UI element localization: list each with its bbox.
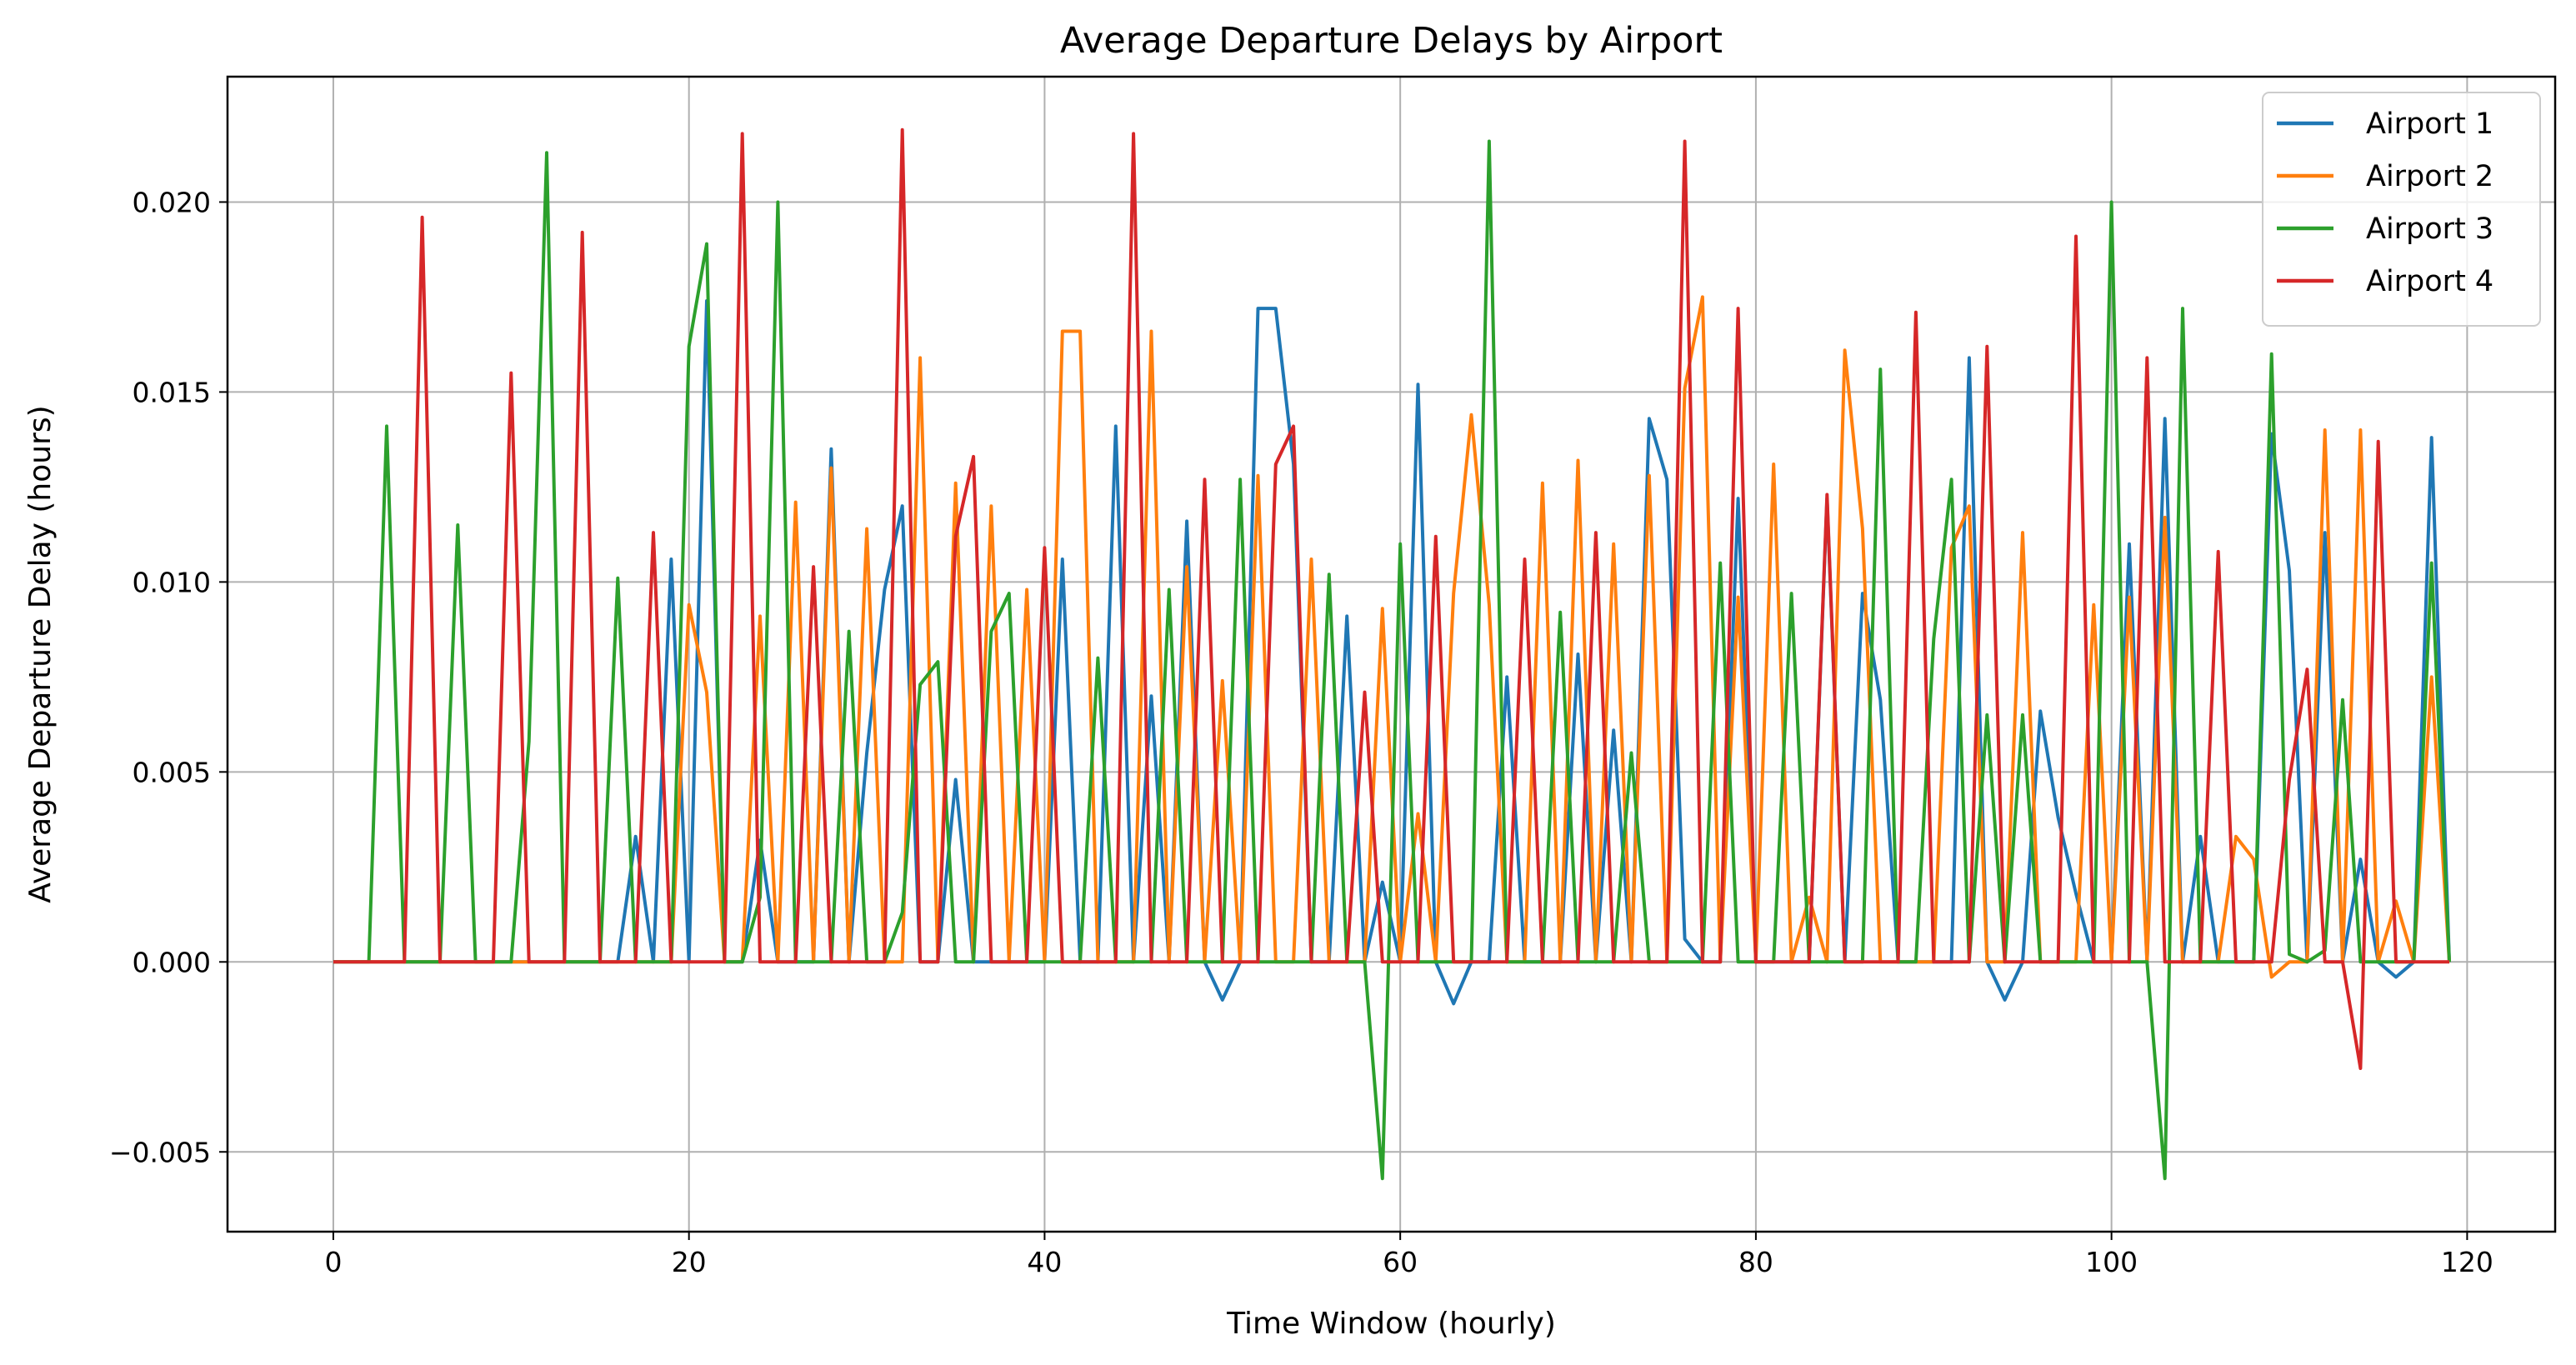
y-tick-label: 0.000	[133, 946, 211, 978]
legend-label: Airport 2	[2366, 160, 2493, 193]
x-tick-label: 80	[1738, 1246, 1773, 1278]
x-axis-ticks: 0 20 40 60 80 100 120	[324, 1232, 2493, 1278]
x-tick-label: 120	[2441, 1246, 2493, 1278]
y-tick-label: 0.020	[133, 186, 211, 218]
y-tick-label: 0.015	[133, 376, 211, 408]
legend-label: Airport 3	[2366, 212, 2493, 246]
y-tick-label: 0.010	[133, 566, 211, 598]
x-tick-label: 60	[1383, 1246, 1418, 1278]
plot-frame	[226, 75, 2557, 1233]
series-line	[333, 139, 2451, 1181]
y-axis-label: Average Departure Delay (hours)	[23, 405, 58, 902]
x-axis-label: Time Window (hourly)	[1226, 1307, 1556, 1341]
chart-title: Average Departure Delays by Airport	[1060, 20, 1723, 62]
y-axis-ticks: −0.005 0.000 0.005 0.010 0.015 0.020	[109, 186, 228, 1168]
x-tick-label: 100	[2085, 1246, 2138, 1278]
y-tick-label: −0.005	[109, 1136, 211, 1168]
legend-label: Airport 1	[2366, 108, 2493, 141]
legend: Airport 1 Airport 2 Airport 3 Airport 4	[2262, 92, 2541, 327]
series-line	[333, 128, 2449, 1070]
legend-box	[2262, 92, 2541, 327]
x-tick-label: 40	[1027, 1246, 1062, 1278]
x-tick-label: 20	[672, 1246, 707, 1278]
legend-label: Airport 4	[2366, 265, 2493, 298]
x-tick-label: 0	[324, 1246, 342, 1278]
series-line	[333, 295, 2451, 979]
y-tick-label: 0.005	[133, 756, 211, 788]
series-lines	[333, 128, 2451, 1181]
